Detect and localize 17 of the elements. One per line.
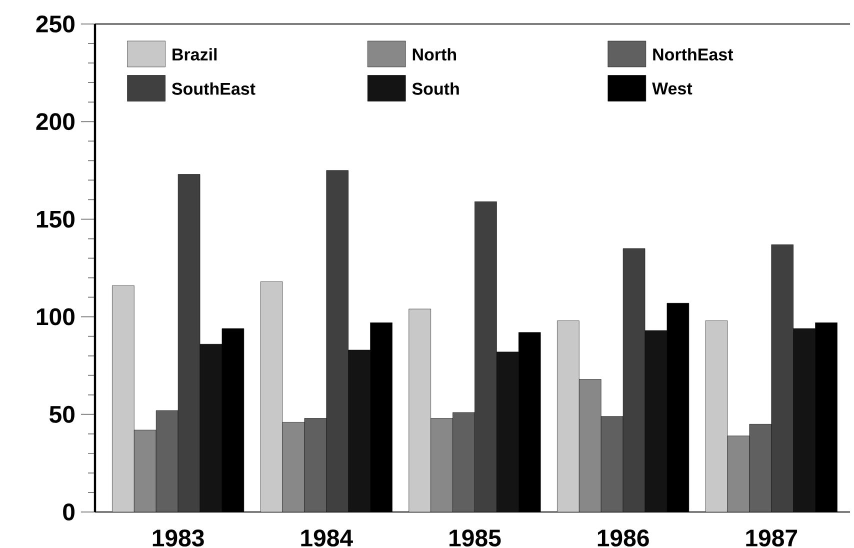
x-tick-label: 1987 [746,530,798,547]
y-tick-label: 200 [36,113,74,130]
y-tick-label: 150 [36,210,74,228]
x-tick-label: 1986 [598,530,649,547]
y-tick-label: 0 [63,503,74,520]
y-tick-label: 100 [36,308,74,326]
y-tick-label: 50 [50,406,74,423]
x-tick-label: 1984 [301,530,353,547]
y-tick-label: 250 [36,15,74,32]
x-tick-label: 1983 [152,530,204,547]
legend-label: Brazil [172,48,217,61]
legend-label: West [652,82,692,95]
legend-label: NorthEast [653,48,734,61]
x-tick-label: 1985 [450,530,501,547]
legend-label: North [412,48,456,61]
legend-label: SouthEast [172,82,256,95]
legend-label: South [412,82,459,95]
